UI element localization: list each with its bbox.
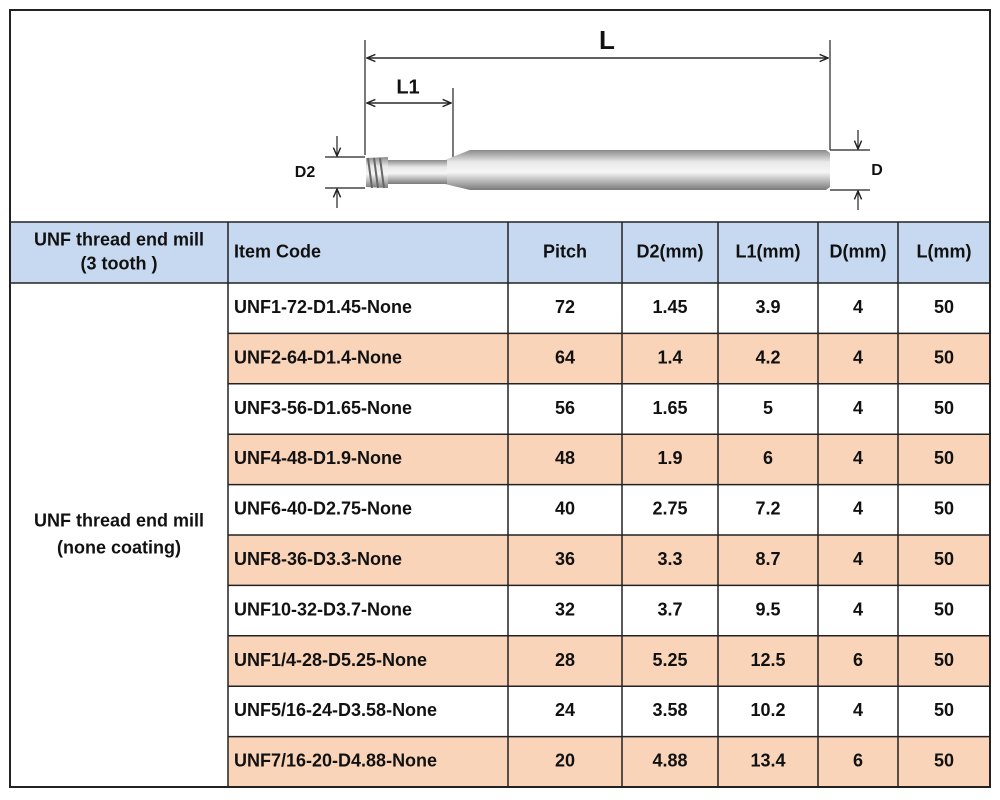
- table-cell: 48: [555, 448, 575, 468]
- table-cell: 2.75: [652, 499, 687, 519]
- spec-table: UNF thread end mill (3 tooth ) Item Code Pi…: [10, 221, 990, 787]
- table-cell: 6: [763, 448, 773, 468]
- table-cell: 64: [555, 347, 575, 367]
- table-cell: 4: [853, 700, 863, 720]
- label-D: D: [871, 162, 883, 179]
- row-bg: [228, 535, 990, 586]
- table-cell: UNF3-56-D1.65-None: [234, 398, 412, 418]
- header-cell: L1(mm): [735, 241, 800, 261]
- table-cell: 4.2: [755, 347, 780, 367]
- table-cell: 13.4: [750, 751, 785, 771]
- header-cell: Item Code: [234, 241, 321, 261]
- table-cell: 50: [934, 499, 954, 519]
- table-cell: 50: [934, 297, 954, 317]
- table-cell: 50: [934, 751, 954, 771]
- table-cell: 3.3: [657, 549, 682, 569]
- table-cell: 3.9: [755, 297, 780, 317]
- table-cell: 50: [934, 700, 954, 720]
- table-cell: 36: [555, 549, 575, 569]
- table-cell: UNF4-48-D1.9-None: [234, 448, 402, 468]
- table-cell: 50: [934, 398, 954, 418]
- table-cell: 50: [934, 599, 954, 619]
- group-label: (none coating): [57, 537, 181, 557]
- table-cell: 50: [934, 650, 954, 670]
- table-cell: 4: [853, 448, 863, 468]
- table-cell: 7.2: [755, 499, 780, 519]
- table-cell: 3.58: [652, 700, 687, 720]
- table-cell: 4: [853, 347, 863, 367]
- table-cell: 1.9: [657, 448, 682, 468]
- table-cell: 6: [853, 650, 863, 670]
- group-label: UNF thread end mill: [34, 510, 204, 530]
- table-cell: 56: [555, 398, 575, 418]
- table-cell: UNF2-64-D1.4-None: [234, 347, 402, 367]
- table-cell: 28: [555, 650, 575, 670]
- table-cell: UNF6-40-D2.75-None: [234, 499, 412, 519]
- table-cell: 24: [555, 700, 575, 720]
- table-cell: 20: [555, 751, 575, 771]
- table-cell: 5: [763, 398, 773, 418]
- table-cell: 4: [853, 499, 863, 519]
- table-cell: 40: [555, 499, 575, 519]
- table-cell: 4: [853, 549, 863, 569]
- table-cell: 72: [555, 297, 575, 317]
- label-L1: L1: [396, 76, 419, 98]
- row-bg: [228, 434, 990, 485]
- row-bg: [228, 333, 990, 384]
- table-cell: 4: [853, 599, 863, 619]
- table-cell: UNF1/4-28-D5.25-None: [234, 650, 427, 670]
- table-cell: UNF1-72-D1.45-None: [234, 297, 412, 317]
- table-cell: 32: [555, 599, 575, 619]
- header-bg: [10, 222, 990, 283]
- table-cell: 1.45: [652, 297, 687, 317]
- header-cell: L(mm): [917, 241, 972, 261]
- header-cell: UNF thread end mill: [34, 229, 204, 249]
- label-L: L: [599, 25, 615, 55]
- table-cell: 3.7: [657, 599, 682, 619]
- tool-diagram: L L1 D2 D: [295, 25, 883, 210]
- row-bg: [228, 635, 990, 687]
- outer-border: [9, 9, 991, 788]
- table-cell: 50: [934, 448, 954, 468]
- header-cell: Pitch: [543, 241, 587, 261]
- table-cell: 8.7: [755, 549, 780, 569]
- table-cell: 10.2: [750, 700, 785, 720]
- table-cell: UNF8-36-D3.3-None: [234, 549, 402, 569]
- table-cell: 1.4: [657, 347, 682, 367]
- table-cell: 6: [853, 751, 863, 771]
- table-cell: UNF5/16-24-D3.58-None: [234, 700, 437, 720]
- label-D2: D2: [295, 164, 316, 181]
- table-cell: 1.65: [652, 398, 687, 418]
- table-cell: 12.5: [750, 650, 785, 670]
- header-cell: D(mm): [830, 241, 887, 261]
- table-cell: UNF7/16-20-D4.88-None: [234, 751, 437, 771]
- table-cell: 4.88: [652, 751, 687, 771]
- table-cell: 9.5: [755, 599, 780, 619]
- table-cell: 5.25: [652, 650, 687, 670]
- table-cell: 50: [934, 549, 954, 569]
- table-cell: 4: [853, 297, 863, 317]
- table-cell: 50: [934, 347, 954, 367]
- header-cell: (3 tooth ): [81, 253, 158, 273]
- table-cell: UNF10-32-D3.7-None: [234, 599, 412, 619]
- row-bg: [228, 736, 990, 787]
- table-cell: 4: [853, 398, 863, 418]
- header-cell: D2(mm): [636, 241, 703, 261]
